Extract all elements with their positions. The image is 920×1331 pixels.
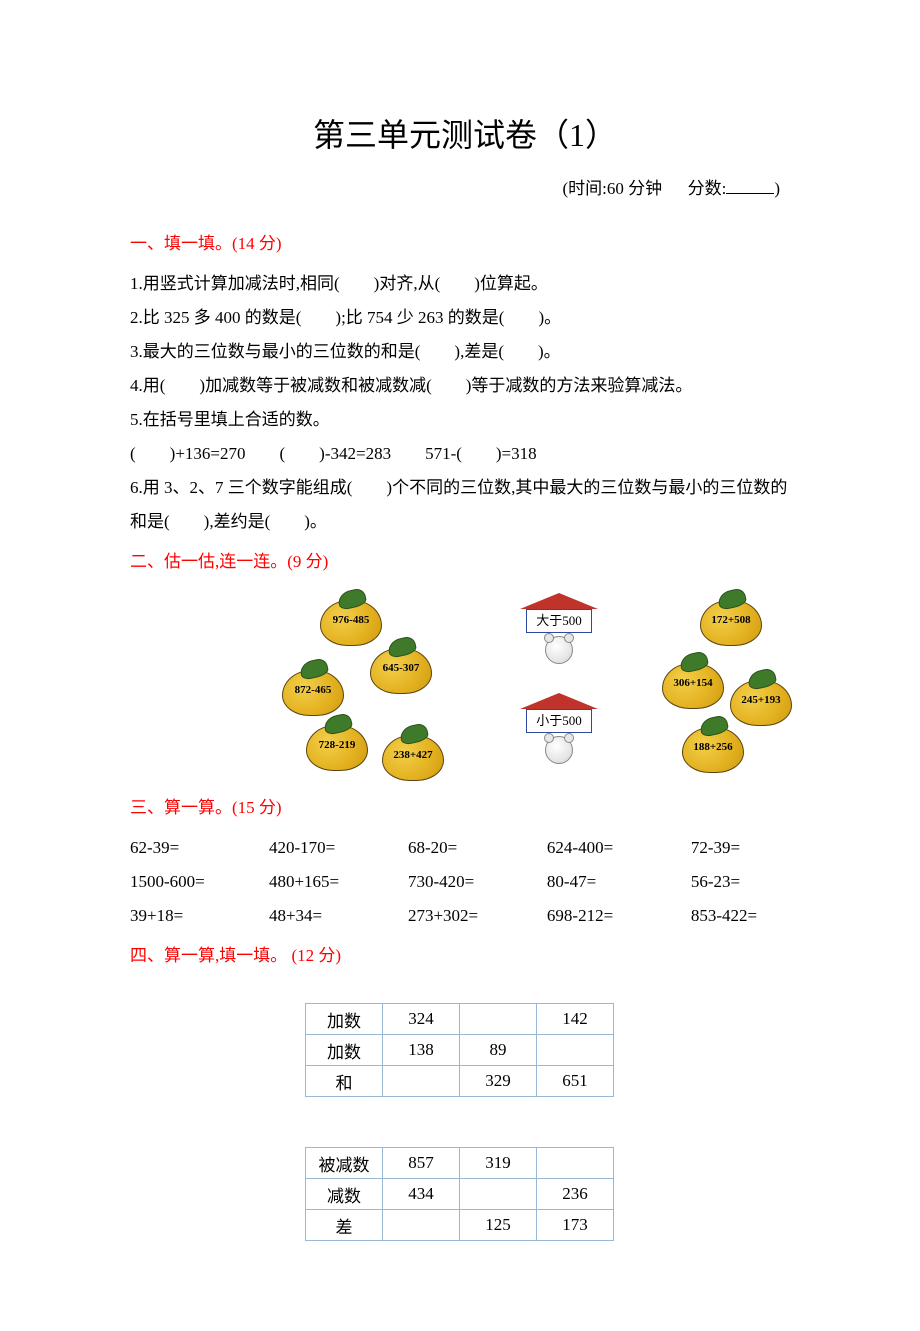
mascot-icon bbox=[545, 636, 573, 664]
pumpkin-label: 306+154 bbox=[662, 677, 724, 689]
table-row: 被减数857319 bbox=[306, 1148, 614, 1179]
q6: 6.用 3、2、7 三个数字能组成( )个不同的三位数,其中最大的三位数与最小的… bbox=[130, 471, 800, 539]
calc-item: 273+302= bbox=[408, 899, 547, 933]
pumpkin-item: 976-485 bbox=[320, 600, 382, 646]
pumpkin-item: 728-219 bbox=[306, 725, 368, 771]
pumpkin-label: 245+193 bbox=[730, 694, 792, 706]
calc-item: 39+18= bbox=[130, 899, 269, 933]
section-1-heading: 一、填一填。(14 分) bbox=[130, 227, 800, 261]
table-cell bbox=[383, 1210, 460, 1241]
meta-close: ) bbox=[774, 179, 780, 198]
addition-table: 加数324142加数13889和329651 bbox=[305, 1003, 614, 1097]
table-cell: 173 bbox=[537, 1210, 614, 1241]
pumpkin-label: 976-485 bbox=[320, 614, 382, 626]
score-blank bbox=[726, 176, 774, 194]
time-label: (时间:60 分钟 bbox=[562, 179, 662, 198]
calc-item: 420-170= bbox=[269, 831, 408, 865]
q2: 2.比 325 多 400 的数是( );比 754 少 263 的数是( )。 bbox=[130, 301, 800, 335]
row-header: 减数 bbox=[306, 1179, 383, 1210]
calc-item: 68-20= bbox=[408, 831, 547, 865]
table-cell: 236 bbox=[537, 1179, 614, 1210]
meta-line: (时间:60 分钟 分数:) bbox=[130, 174, 800, 199]
table-row: 加数324 142 bbox=[306, 1004, 614, 1035]
table-cell: 319 bbox=[460, 1148, 537, 1179]
house-label: 大于500 bbox=[526, 609, 592, 633]
row-header: 差 bbox=[306, 1210, 383, 1241]
row-header: 被减数 bbox=[306, 1148, 383, 1179]
table-row: 和 329651 bbox=[306, 1066, 614, 1097]
pumpkin-label: 645-307 bbox=[370, 662, 432, 674]
table-cell bbox=[460, 1179, 537, 1210]
table-cell bbox=[383, 1066, 460, 1097]
calc-block: 62-39=420-170=68-20=624-400=72-39=1500-6… bbox=[130, 831, 800, 933]
table-cell: 857 bbox=[383, 1148, 460, 1179]
table-cell: 329 bbox=[460, 1066, 537, 1097]
page-title: 第三单元测试卷（1） bbox=[130, 110, 800, 156]
pumpkin-item: 872-465 bbox=[282, 670, 344, 716]
calc-row: 39+18=48+34=273+302=698-212=853-422= bbox=[130, 899, 800, 933]
table-cell bbox=[537, 1035, 614, 1066]
pumpkin-item: 645-307 bbox=[370, 648, 432, 694]
q4: 4.用( )加减数等于被减数和被减数减( )等于减数的方法来验算减法。 bbox=[130, 369, 800, 403]
matching-diagram: 976-485 645-307 872-465 728-219 238+427 172+5… bbox=[210, 585, 800, 785]
calc-item: 730-420= bbox=[408, 865, 547, 899]
calc-item: 624-400= bbox=[547, 831, 691, 865]
table-cell: 651 bbox=[537, 1066, 614, 1097]
house-target: 大于500 bbox=[520, 593, 598, 664]
house-target: 小于500 bbox=[520, 693, 598, 764]
q3: 3.最大的三位数与最小的三位数的和是( ),差是( )。 bbox=[130, 335, 800, 369]
table-row: 减数434 236 bbox=[306, 1179, 614, 1210]
pumpkin-item: 172+508 bbox=[700, 600, 762, 646]
score-label: 分数: bbox=[688, 179, 727, 198]
row-header: 加数 bbox=[306, 1004, 383, 1035]
section-2-heading: 二、估一估,连一连。(9 分) bbox=[130, 545, 800, 579]
table-cell: 125 bbox=[460, 1210, 537, 1241]
pumpkin-item: 306+154 bbox=[662, 663, 724, 709]
table-cell: 142 bbox=[537, 1004, 614, 1035]
table-cell: 138 bbox=[383, 1035, 460, 1066]
calc-item: 480+165= bbox=[269, 865, 408, 899]
table-cell bbox=[537, 1148, 614, 1179]
subtraction-table: 被减数857319减数434236差125173 bbox=[305, 1147, 614, 1241]
pumpkin-label: 188+256 bbox=[682, 741, 744, 753]
pumpkin-item: 238+427 bbox=[382, 735, 444, 781]
calc-item: 72-39= bbox=[691, 831, 800, 865]
table-cell: 89 bbox=[460, 1035, 537, 1066]
pumpkin-item: 188+256 bbox=[682, 727, 744, 773]
calc-item: 56-23= bbox=[691, 865, 800, 899]
q1: 1.用竖式计算加减法时,相同( )对齐,从( )位算起。 bbox=[130, 267, 800, 301]
calc-item: 80-47= bbox=[547, 865, 691, 899]
mascot-icon bbox=[545, 736, 573, 764]
pumpkin-label: 238+427 bbox=[382, 749, 444, 761]
table-cell bbox=[460, 1004, 537, 1035]
calc-item: 698-212= bbox=[547, 899, 691, 933]
calc-row: 62-39=420-170=68-20=624-400=72-39= bbox=[130, 831, 800, 865]
table-cell: 324 bbox=[383, 1004, 460, 1035]
house-label: 小于500 bbox=[526, 709, 592, 733]
q5b: ( )+136=270 ( )-342=283 571-( )=318 bbox=[130, 437, 800, 471]
calc-item: 853-422= bbox=[691, 899, 800, 933]
calc-item: 48+34= bbox=[269, 899, 408, 933]
calc-item: 1500-600= bbox=[130, 865, 269, 899]
q5: 5.在括号里填上合适的数。 bbox=[130, 403, 800, 437]
row-header: 加数 bbox=[306, 1035, 383, 1066]
calc-row: 1500-600=480+165=730-420=80-47=56-23= bbox=[130, 865, 800, 899]
row-header: 和 bbox=[306, 1066, 383, 1097]
section-4-heading: 四、算一算,填一填。 (12 分) bbox=[130, 939, 800, 973]
table-cell: 434 bbox=[383, 1179, 460, 1210]
table-row: 差 125173 bbox=[306, 1210, 614, 1241]
pumpkin-label: 872-465 bbox=[282, 684, 344, 696]
pumpkin-label: 728-219 bbox=[306, 739, 368, 751]
pumpkin-label: 172+508 bbox=[700, 614, 762, 626]
pumpkin-item: 245+193 bbox=[730, 680, 792, 726]
section-3-heading: 三、算一算。(15 分) bbox=[130, 791, 800, 825]
table-row: 加数13889 bbox=[306, 1035, 614, 1066]
calc-item: 62-39= bbox=[130, 831, 269, 865]
